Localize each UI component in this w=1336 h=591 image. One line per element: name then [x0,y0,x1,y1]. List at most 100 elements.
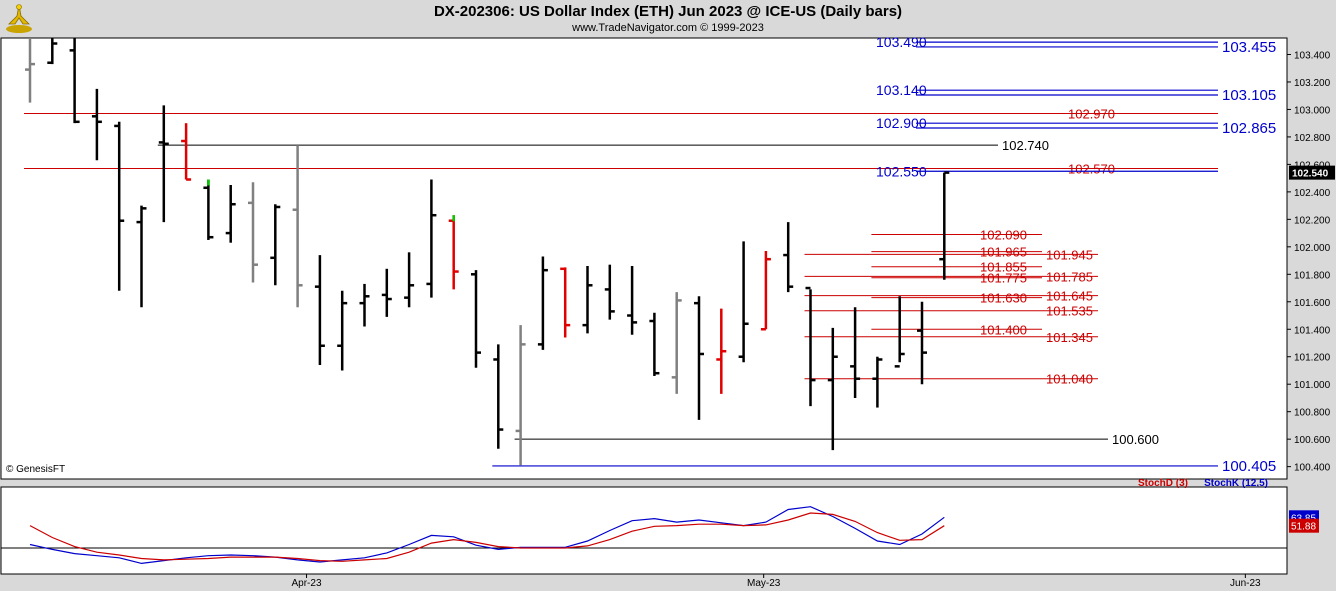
y-tick-label-102.200: 102.200 [1294,215,1331,226]
level-label-102.900: 102.900 [876,115,927,131]
level-label-102.865: 102.865 [1222,120,1276,137]
ohlc-bar-2023-04-20 [582,266,593,334]
ohlc-bar-2023-04-11 [426,179,437,298]
x-tick-label-Jun-23: Jun-23 [1230,578,1261,589]
ohlc-bar-2023-05-09 [872,356,883,408]
stoch-d-value-box [1289,518,1319,533]
level-label-103.140: 103.140 [876,82,927,98]
stoch-k-legend: StochK (12,5) [1204,478,1268,489]
ohlc-bars [25,38,950,466]
level-label-101.945: 101.945 [1046,247,1093,262]
level-label-101.855: 101.855 [980,260,1027,275]
level-label-102.550: 102.550 [876,163,927,179]
level-label-103.455: 103.455 [1222,39,1276,56]
y-tick-label-102.400: 102.400 [1294,188,1331,199]
y-tick-label-100.800: 100.800 [1294,408,1331,419]
ohlc-bar-2023-04-18 [537,256,548,350]
last-price-label: 102.540 [1292,169,1329,180]
ohlc-bar-2023-04-13 [471,270,481,368]
ohlc-bar-2023-03-28 [203,179,214,240]
level-label-101.775: 101.775 [980,271,1027,286]
level-label-101.535: 101.535 [1046,304,1093,319]
ohlc-bar-2023-03-17 [47,38,58,65]
level-label-102.970: 102.970 [1068,107,1115,122]
level-label-102.740: 102.740 [1002,138,1049,153]
ohlc-bar-2023-05-01 [738,241,749,363]
ohlc-bar-2023-03-22 [114,121,125,291]
ohlc-bar-2023-03-31 [270,204,281,286]
ohlc-bar-2023-04-12 [448,215,459,290]
y-tick-label-103.200: 103.200 [1294,78,1331,89]
ohlc-bar-2023-04-24 [627,266,638,335]
y-tick-label-103.400: 103.400 [1294,50,1331,61]
last-price-box [1289,165,1335,180]
level-label-102.090: 102.090 [980,227,1027,242]
ohlc-bar-2023-03-21 [91,88,102,161]
level-label-101.400: 101.400 [980,322,1027,337]
ohlc-bar-2023-04-03 [292,145,303,308]
level-label-100.600: 100.600 [1112,432,1159,447]
ohlc-bar-2023-04-27 [694,296,704,420]
ohlc-bar-2023-05-05 [827,327,838,451]
y-tick-label-103.000: 103.000 [1294,105,1331,116]
y-tick-label-101.400: 101.400 [1294,325,1331,336]
stoch-d-value: 51.88 [1291,522,1316,533]
trade-navigator-logo-icon [4,2,34,34]
ohlc-bar-2023-04-21 [604,264,615,320]
level-label-102.570: 102.570 [1068,162,1115,177]
ohlc-bar-2023-03-27 [181,123,192,181]
price-levels: 103.490 103.455 103.140 103.105 102.970 102.9… [24,34,1276,475]
ohlc-bar-2023-05-10 [894,296,905,368]
y-tick-label-102.800: 102.800 [1294,133,1331,144]
ohlc-bar-2023-04-10 [404,252,415,308]
ohlc-bar-2023-05-04 [805,286,816,407]
ohlc-bar-2023-04-25 [649,312,660,376]
level-label-101.785: 101.785 [1046,269,1093,284]
y-tick-label-101.800: 101.800 [1294,270,1331,281]
level-label-103.490: 103.490 [876,34,927,50]
ohlc-bar-2023-04-19 [560,267,571,338]
ohlc-bar-2023-03-30 [248,182,258,283]
ohlc-bar-2023-03-29 [225,185,236,243]
stoch-d-legend: StochD (3) [1138,478,1188,489]
stoch-line-k [29,506,945,565]
ohlc-bar-2023-05-12 [939,171,950,280]
level-label-101.040: 101.040 [1046,372,1093,387]
ohlc-bar-2023-04-05 [337,290,348,371]
y-tick-label-100.600: 100.600 [1294,435,1331,446]
level-label-101.645: 101.645 [1046,289,1093,304]
y-tick-label-100.400: 100.400 [1294,463,1331,474]
ohlc-bar-2023-05-11 [917,301,927,385]
stoch-line-d [29,512,945,562]
y-tick-label-101.600: 101.600 [1294,298,1331,309]
chart-title: DX-202306: US Dollar Index (ETH) Jun 202… [433,3,903,20]
level-label-103.105: 103.105 [1222,87,1276,104]
chart-header: DX-202306: US Dollar Index (ETH) Jun 202… [0,0,1336,38]
level-label-101.965: 101.965 [980,245,1027,260]
ohlc-bar-2023-03-24 [158,105,169,223]
ohlc-bar-2023-04-26 [671,292,682,394]
genesis-watermark: © GenesisFT [6,464,65,475]
ohlc-bar-2023-04-04 [314,255,325,365]
ohlc-bar-2023-03-20 [69,38,80,124]
y-tick-label-102.000: 102.000 [1294,243,1331,254]
x-tick-label-Apr-23: Apr-23 [292,578,322,589]
y-tick-label-101.000: 101.000 [1294,380,1331,391]
y-tick-label-101.200: 101.200 [1294,353,1331,364]
ohlc-bar-2023-04-14 [493,344,504,449]
ohlc-bar-2023-04-07 [381,268,392,317]
level-label-100.405: 100.405 [1222,458,1276,475]
ohlc-bar-2023-04-17 [515,325,526,466]
ohlc-bar-2023-05-08 [850,307,861,398]
level-label-101.345: 101.345 [1046,330,1093,345]
level-label-101.630: 101.630 [980,291,1027,306]
price-pane [0,37,1288,480]
x-tick-label-May-23: May-23 [747,578,781,589]
ohlc-bar-2023-05-03 [783,222,794,293]
ohlc-bar-2023-03-23 [136,205,147,308]
price-y-axis: 100.400 100.600 100.800 101.000 101.200 101.4… [1287,50,1335,474]
date-x-axis: Apr-23 May-23 Jun-23 [292,574,1261,589]
ohlc-bar-2023-05-02 [760,250,771,331]
